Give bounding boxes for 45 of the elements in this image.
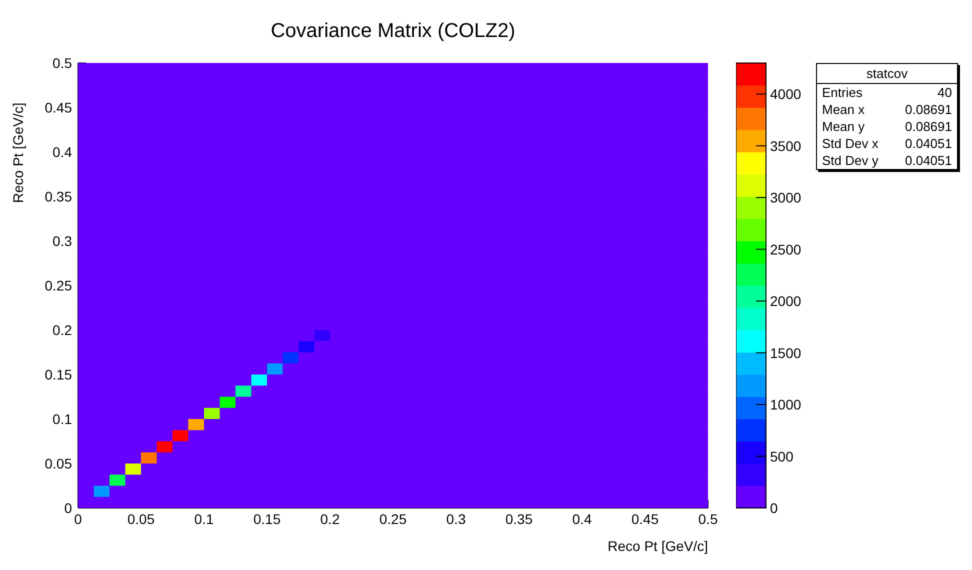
text: Entries bbox=[822, 85, 862, 100]
text: Std Dev y bbox=[822, 153, 878, 168]
text: 40 bbox=[938, 85, 952, 100]
color-bar-label: 1000 bbox=[770, 396, 802, 413]
text: 0.08691 bbox=[905, 119, 952, 134]
y-tick-label: 0.4 bbox=[52, 144, 72, 160]
x-tick-label: 0.2 bbox=[320, 510, 340, 527]
color-bar-label: 2000 bbox=[770, 293, 802, 310]
x-axis-title: Reco Pt [GeV/c] bbox=[606, 538, 708, 554]
text: statcov bbox=[817, 64, 957, 84]
x-tick-label: 0 bbox=[74, 510, 82, 527]
y-tick-label: 0 bbox=[64, 500, 72, 516]
x-tick-label: 0.45 bbox=[631, 510, 659, 527]
y-tick-label: 0.35 bbox=[44, 188, 72, 204]
y-tick-label: 0.05 bbox=[44, 455, 72, 472]
x-tick-label: 0.3 bbox=[446, 510, 466, 527]
x-tick-label: 0.4 bbox=[572, 510, 592, 527]
x-tick-label: 0.35 bbox=[505, 510, 533, 527]
color-bar-label: 1500 bbox=[770, 344, 802, 361]
y-tick-label: 0.2 bbox=[52, 322, 72, 338]
x-tick-label: 0.15 bbox=[253, 510, 281, 527]
color-bar-label: 4000 bbox=[770, 86, 802, 102]
y-tick-label: 0.1 bbox=[52, 410, 72, 427]
y-tick-label: 0.3 bbox=[52, 232, 72, 249]
text: 0.08691 bbox=[905, 102, 952, 117]
color-bar-label: 0 bbox=[770, 500, 778, 516]
x-tick-label: 0.05 bbox=[127, 510, 155, 527]
y-tick-label: 0.25 bbox=[44, 277, 72, 294]
text: 0.04051 bbox=[905, 153, 952, 168]
y-axis-title: Reco Pt [GeV/c] bbox=[10, 102, 26, 203]
color-bar-label: 3500 bbox=[770, 138, 802, 154]
text: Mean y bbox=[822, 119, 865, 134]
color-bar-label: 3000 bbox=[770, 190, 802, 206]
text: 0.04051 bbox=[905, 136, 952, 151]
y-tick-label: 0.5 bbox=[52, 54, 72, 71]
text: Mean x bbox=[822, 102, 865, 117]
x-tick-label: 0.25 bbox=[379, 510, 407, 527]
text: Std Dev x bbox=[822, 136, 878, 151]
y-tick-label: 0.45 bbox=[44, 99, 72, 116]
y-tick-label: 0.15 bbox=[44, 366, 72, 382]
color-bar-label: 2500 bbox=[770, 241, 802, 258]
x-tick-label: 0.1 bbox=[194, 510, 214, 527]
chart-title: Covariance Matrix (COLZ2) bbox=[270, 20, 516, 43]
x-tick-label: 0.5 bbox=[698, 510, 718, 527]
color-bar-label: 500 bbox=[770, 448, 794, 464]
